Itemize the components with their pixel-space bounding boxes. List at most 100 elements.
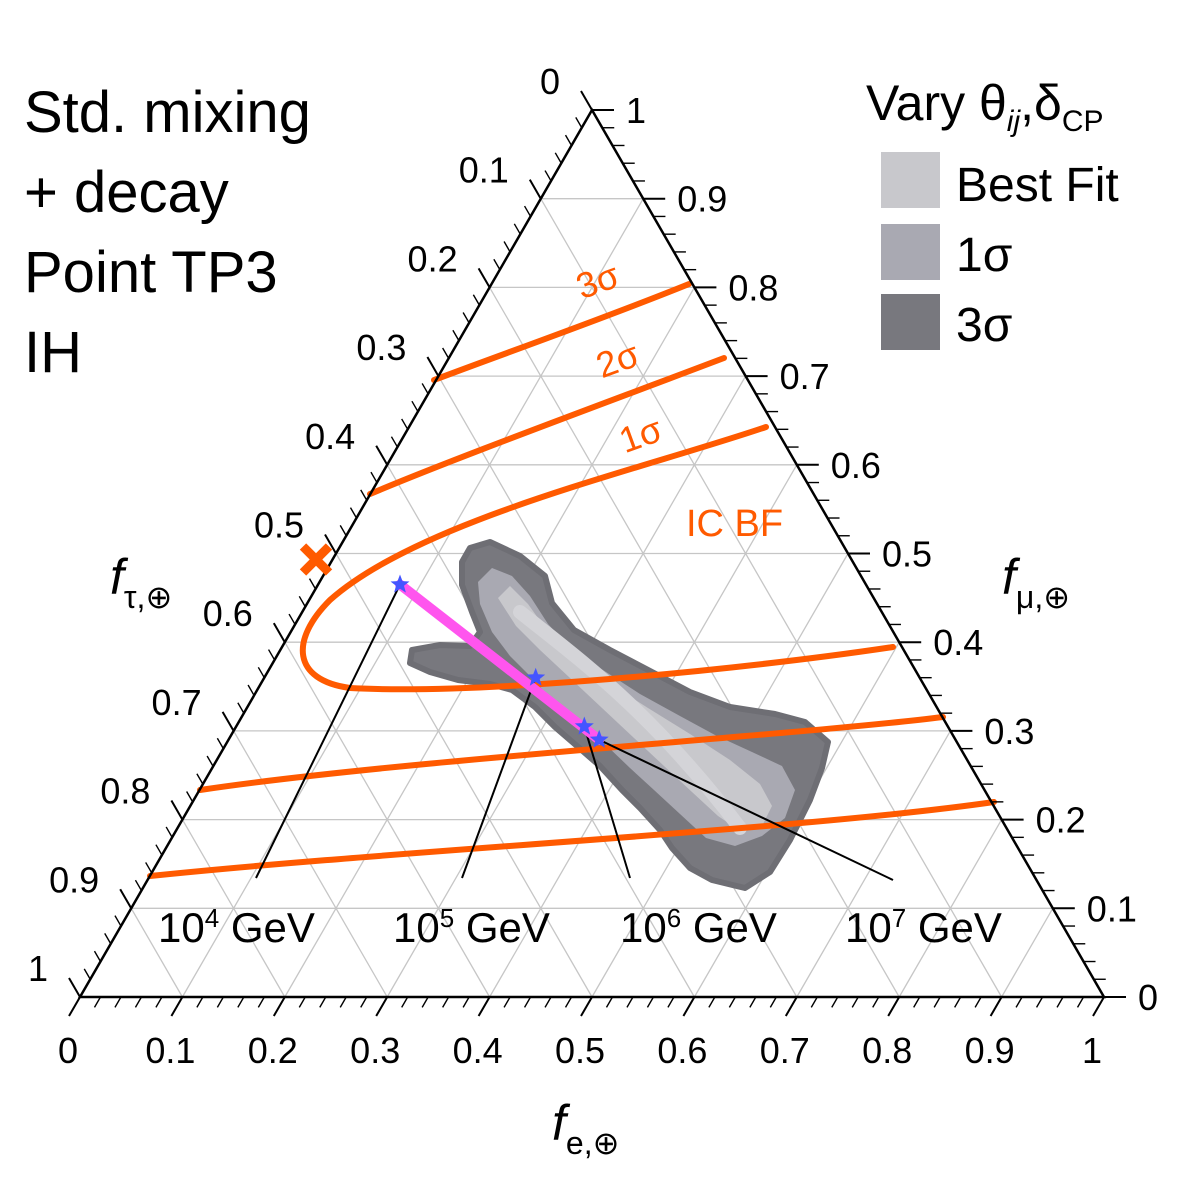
- grid-line-ftau: [130, 907, 183, 998]
- energy-label-1e4-unit: GeV: [230, 904, 315, 951]
- tick-left: [145, 862, 153, 874]
- tick-left: [528, 179, 542, 200]
- tick-label-bottom: 0.5: [555, 1030, 605, 1071]
- tick-label-left: 0: [540, 61, 560, 102]
- tick-bottom: [667, 996, 675, 1008]
- tick-left: [472, 294, 480, 306]
- tick-bottom: [1092, 996, 1105, 1017]
- tick-label-right: 0.6: [831, 445, 881, 486]
- tick-left: [411, 400, 419, 412]
- tick-left: [564, 134, 573, 146]
- energy-label-1e6-exp: 6: [666, 903, 682, 933]
- callout-line: [255, 584, 401, 879]
- decay-trajectory: [390, 574, 609, 748]
- tick-bottom: [401, 996, 409, 1008]
- tick-label-right: 0.7: [780, 356, 830, 397]
- tick-left: [324, 533, 337, 555]
- energy-star: [589, 729, 609, 748]
- tick-label-right: 0.9: [677, 179, 727, 220]
- tick-left: [308, 578, 317, 590]
- title-line-2: + decay: [24, 160, 229, 225]
- legend-title-ij: ij: [1006, 105, 1021, 138]
- callout-line: [598, 738, 894, 881]
- tick-left: [206, 755, 214, 767]
- tick-bottom: [93, 996, 102, 1008]
- tick-left: [575, 116, 583, 129]
- legend-label-3sigma: 3σ: [956, 299, 1013, 352]
- tick-label-right: 0.3: [984, 711, 1034, 752]
- tick-left: [134, 879, 143, 891]
- legend-label-1sigma: 1σ: [956, 229, 1013, 282]
- tick-left: [442, 347, 450, 359]
- energy-star: [574, 716, 594, 735]
- tick-bottom: [319, 996, 327, 1008]
- tick-bottom: [1035, 996, 1044, 1008]
- tick-left: [165, 826, 173, 838]
- energy-label-1e5-base: 10: [393, 904, 440, 951]
- tick-left: [477, 267, 491, 288]
- tick-bottom: [298, 996, 306, 1008]
- tick-bottom: [989, 996, 1003, 1017]
- tick-bottom: [272, 996, 286, 1017]
- legend-title-sep: ,δ: [1020, 75, 1062, 131]
- tick-left: [196, 773, 204, 785]
- tick-bottom: [477, 996, 491, 1017]
- tick-bottom: [1015, 996, 1023, 1008]
- tick-label-bottom: 0.7: [760, 1030, 810, 1071]
- tick-bottom: [749, 996, 757, 1008]
- tick-label-bottom: 0.2: [248, 1030, 298, 1071]
- ic-best-fit-x: [299, 543, 333, 576]
- energy-label-1e5-unit: GeV: [465, 904, 550, 951]
- energy-star: [390, 574, 410, 593]
- tick-label-right: 1: [626, 90, 646, 131]
- tick-bottom: [728, 996, 736, 1008]
- tick-left: [426, 356, 440, 377]
- legend-title-sub: CP: [1061, 105, 1104, 138]
- energy-label-1e7-exp: 7: [891, 903, 907, 933]
- tick-label-left: 0.1: [459, 150, 509, 191]
- tick-bottom: [523, 996, 532, 1008]
- tick-left: [155, 844, 163, 856]
- tick-left: [93, 950, 102, 962]
- tick-left: [493, 258, 501, 271]
- tick-bottom: [462, 996, 470, 1008]
- tick-label-right: 0.1: [1087, 888, 1137, 929]
- tick-left: [272, 622, 286, 643]
- energy-label-1e7-unit: GeV: [917, 904, 1002, 951]
- energy-label-1e5-exp: 5: [439, 903, 455, 933]
- tick-left: [349, 507, 358, 519]
- energy-label-1e4-exp: 4: [204, 903, 220, 933]
- tick-label-bottom: 1: [1082, 1030, 1102, 1071]
- tick-left: [580, 90, 593, 111]
- tick-bottom: [360, 996, 368, 1008]
- axis-label-fe: fe,⊕: [552, 1094, 619, 1161]
- tick-bottom: [933, 996, 941, 1008]
- energy-label-1e6: 106 GeV: [620, 903, 777, 952]
- axis-label-ftau: fτ,⊕: [110, 548, 172, 615]
- tick-bottom: [564, 996, 573, 1008]
- tick-left: [503, 241, 511, 253]
- legend-title: Vary θij,δCP: [866, 74, 1104, 139]
- tick-label-left: 0.3: [356, 327, 406, 368]
- trajectory-line: [395, 579, 605, 745]
- tick-bottom: [646, 996, 655, 1008]
- tick-label-right: 0.5: [882, 534, 932, 575]
- legend-label-best-fit: Best Fit: [956, 159, 1119, 212]
- tick-bottom: [442, 996, 450, 1008]
- tick-bottom: [913, 996, 921, 1008]
- tick-label-bottom: 0.8: [862, 1030, 912, 1071]
- legend-swatch-3sigma: [881, 294, 940, 350]
- tick-bottom: [682, 996, 696, 1017]
- energy-star: [526, 667, 546, 686]
- tick-left: [554, 152, 562, 164]
- tick-bottom: [375, 996, 389, 1017]
- axis-label-fmu: fμ,⊕: [1002, 548, 1070, 615]
- title-line-1: Std. mixing: [24, 80, 311, 145]
- title-line-4: IH: [24, 320, 82, 385]
- grid-line-fe: [898, 819, 1003, 998]
- tick-label-right: 0.2: [1036, 800, 1086, 841]
- grid-line-ftau: [181, 819, 286, 998]
- tick-left: [462, 312, 470, 324]
- tick-left: [216, 737, 224, 749]
